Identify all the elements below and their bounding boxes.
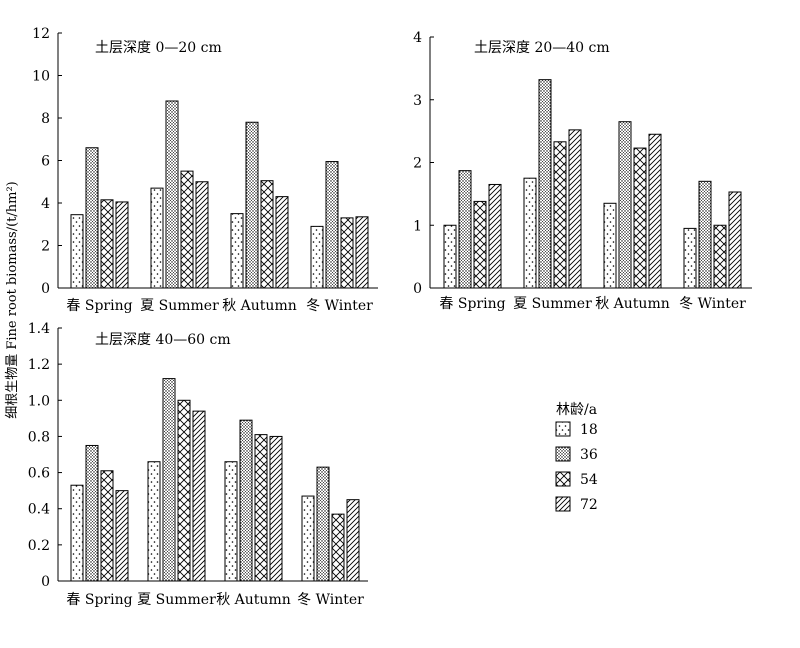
bar-age-72-4 xyxy=(346,499,360,582)
bar-age-72-2 xyxy=(195,181,209,289)
bar-age-36-1 xyxy=(85,444,99,582)
bar-age-36-4 xyxy=(325,161,339,289)
y-tick-label: 1.4 xyxy=(28,321,50,337)
bar-age-72-3 xyxy=(648,133,662,289)
legend-label-18: 18 xyxy=(580,422,598,438)
bar-age-54-4 xyxy=(331,513,345,582)
x-category-label: 春 Spring xyxy=(66,298,132,314)
y-tick-label: 1 xyxy=(413,218,422,234)
bar-age-36-1 xyxy=(85,147,99,289)
x-category-label: 秋 Autumn xyxy=(216,592,291,608)
bar-age-54-1 xyxy=(100,199,114,289)
panel-title: 土层深度 40—60 cm xyxy=(95,332,231,348)
bar-age-36-1 xyxy=(458,170,472,289)
bar-age-18-4 xyxy=(301,495,315,582)
bar-age-36-3 xyxy=(239,419,253,582)
x-category-label: 春 Spring xyxy=(66,592,132,608)
bar-age-54-3 xyxy=(254,434,268,582)
legend-label-36: 36 xyxy=(580,447,598,463)
bar-age-36-4 xyxy=(316,466,330,582)
bar-age-18-2 xyxy=(147,461,161,582)
bar-age-18-2 xyxy=(523,177,537,289)
y-tick-label: 0 xyxy=(413,281,422,297)
legend-label-54: 54 xyxy=(580,472,598,488)
panel-title: 土层深度 20—40 cm xyxy=(474,40,610,56)
bar-age-18-3 xyxy=(224,461,238,582)
y-tick-label: 0.8 xyxy=(28,429,50,445)
x-category-label: 冬 Winter xyxy=(297,592,364,608)
bar-age-18-3 xyxy=(230,213,244,289)
bar-age-72-2 xyxy=(192,410,206,582)
y-tick-label: 3 xyxy=(413,93,422,109)
y-tick-label: 0 xyxy=(41,574,50,590)
bar-age-54-3 xyxy=(260,180,274,289)
bar-age-72-3 xyxy=(275,196,289,289)
bar-age-18-1 xyxy=(443,224,457,289)
bar-age-18-4 xyxy=(683,227,697,289)
x-category-label: 秋 Autumn xyxy=(222,298,297,314)
y-axis-label: 细根生物量 Fine root biomass/(t/hm²) xyxy=(5,181,20,419)
bar-age-72-1 xyxy=(115,201,129,289)
bar-age-54-1 xyxy=(473,200,487,289)
y-tick-label: 2 xyxy=(413,156,422,172)
bar-age-36-2 xyxy=(165,100,179,289)
x-category-label: 冬 Winter xyxy=(679,296,746,312)
legend-label-72: 72 xyxy=(580,497,598,513)
x-category-label: 夏 Summer xyxy=(513,296,592,312)
bar-age-36-4 xyxy=(698,180,712,289)
bar-age-18-1 xyxy=(70,214,84,289)
y-tick-label: 0 xyxy=(41,281,50,297)
bar-age-18-2 xyxy=(150,187,164,289)
chart-panel-20-40cm: 0 1 2 3 4 土层深度 20—40 cm 春 Spring 夏 Summer 秋 Autu… xyxy=(413,30,752,312)
bar-age-72-3 xyxy=(269,435,283,582)
y-tick-label: 0.6 xyxy=(28,466,50,482)
y-tick-label: 1.2 xyxy=(28,357,50,373)
bar-age-18-1 xyxy=(70,484,84,582)
bar-age-54-4 xyxy=(340,217,354,289)
bar-age-72-4 xyxy=(728,191,742,289)
bar-age-54-3 xyxy=(633,147,647,289)
y-tick-label: 4 xyxy=(413,30,422,46)
x-category-label: 秋 Autumn xyxy=(595,296,670,312)
bar-age-36-3 xyxy=(618,121,632,289)
legend-swatch-54 xyxy=(555,471,571,487)
y-tick-label: 0.2 xyxy=(28,538,50,554)
bar-age-18-4 xyxy=(310,225,324,289)
chart-panel-40-60cm: 0 0.2 0.4 0.6 0.8 1.0 1.2 1.4 土层深度 40—60 cm 春 Spr… xyxy=(28,321,368,608)
legend-swatch-36 xyxy=(555,446,571,462)
bar-age-72-1 xyxy=(488,183,502,289)
y-tick-label: 2 xyxy=(41,239,50,255)
legend-swatch-18 xyxy=(555,421,571,437)
bar-age-54-2 xyxy=(180,170,194,289)
x-category-label: 春 Spring xyxy=(439,296,505,312)
bar-age-54-1 xyxy=(100,470,114,582)
y-tick-label: 10 xyxy=(32,69,50,85)
legend: 林龄/a 18 36 54 72 xyxy=(555,402,598,513)
bar-age-54-2 xyxy=(553,141,567,289)
panel-title: 土层深度 0—20 cm xyxy=(95,40,222,56)
y-tick-label: 1.0 xyxy=(28,393,50,409)
y-tick-label: 12 xyxy=(32,26,50,42)
y-tick-label: 6 xyxy=(41,154,50,170)
legend-title: 林龄/a xyxy=(556,402,597,418)
y-tick-label: 4 xyxy=(41,196,50,212)
bar-age-36-2 xyxy=(538,79,552,289)
bar-age-72-1 xyxy=(115,490,129,582)
bar-age-72-4 xyxy=(355,216,369,289)
bar-age-72-2 xyxy=(568,129,582,289)
chart-panel-0-20cm: 0 2 4 6 8 10 12 土层深度 0—20 cm 春 Spring 夏 Summer 秋 A… xyxy=(32,26,378,314)
y-tick-label: 8 xyxy=(41,111,50,127)
bar-age-36-2 xyxy=(162,378,176,582)
x-category-label: 夏 Summer xyxy=(137,592,216,608)
bar-age-36-3 xyxy=(245,121,259,289)
bar-age-54-2 xyxy=(177,399,191,582)
x-category-label: 夏 Summer xyxy=(140,298,219,314)
legend-swatch-72 xyxy=(555,496,571,512)
bar-age-18-3 xyxy=(603,202,617,289)
x-category-label: 冬 Winter xyxy=(306,298,373,314)
bar-age-54-4 xyxy=(713,224,727,289)
y-tick-label: 0.4 xyxy=(28,502,50,518)
